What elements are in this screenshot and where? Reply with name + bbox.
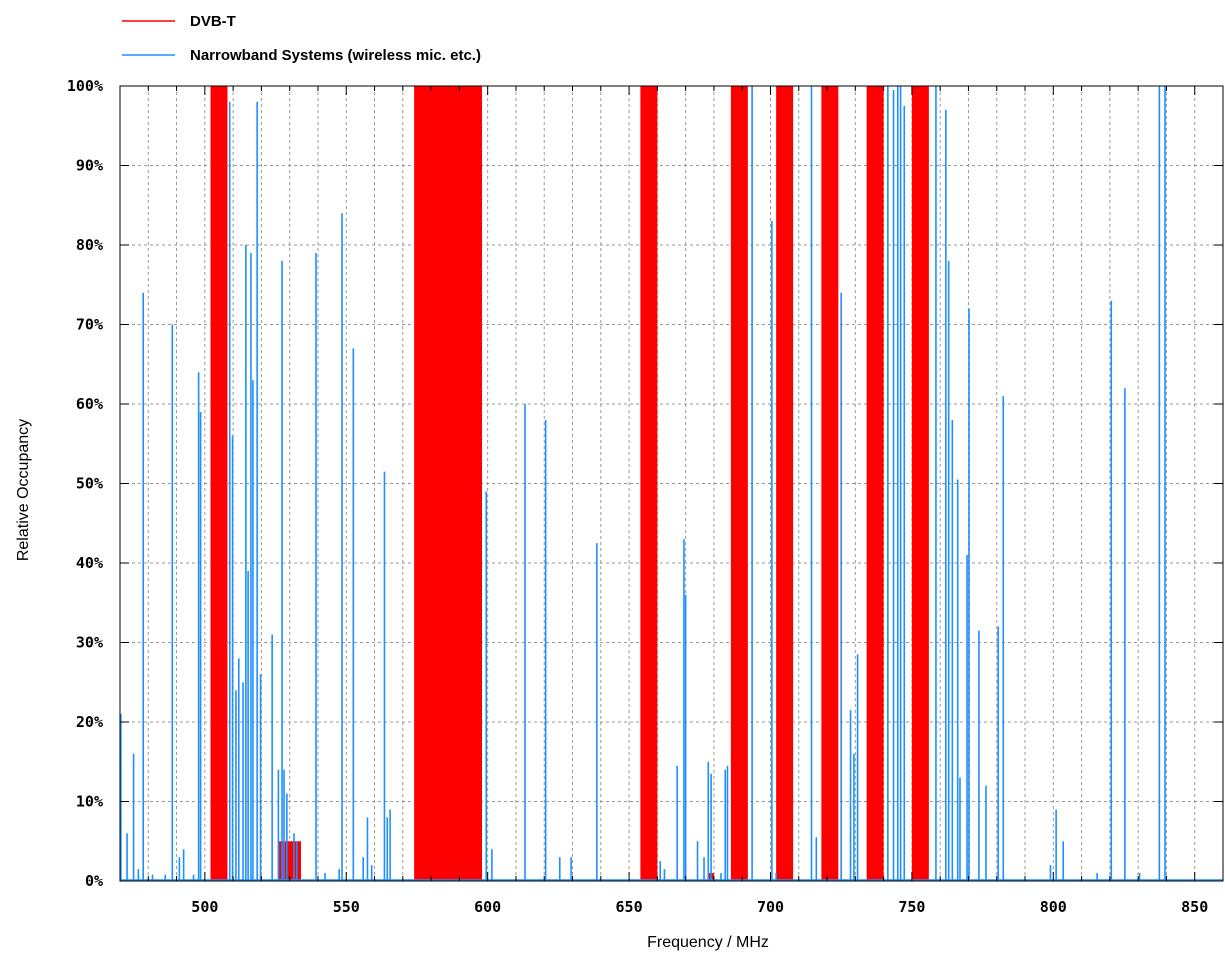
- x-tick-label: 800: [1040, 898, 1067, 916]
- dvb-t-series: [210, 86, 929, 881]
- x-tick-label: 750: [898, 898, 925, 916]
- axis-ticks: [120, 85, 1223, 882]
- dvb-t-band: [210, 86, 228, 881]
- y-tick-label: 40%: [76, 554, 103, 572]
- x-tick-label: 600: [474, 898, 501, 916]
- y-tick-labels: 0% 10% 20% 30% 40% 50% 60% 70% 80% 90% 100%: [67, 77, 103, 890]
- y-tick-label: 30%: [76, 634, 103, 652]
- x-tick-label: 500: [191, 898, 218, 916]
- grid-lines: [120, 86, 1223, 881]
- y-tick-label: 80%: [76, 236, 103, 254]
- y-axis-label: Relative Occupancy: [15, 419, 32, 561]
- dvb-t-band: [640, 86, 658, 881]
- legend: DVB-T Narrowband Systems (wireless mic. …: [122, 13, 481, 64]
- y-tick-label: 50%: [76, 475, 103, 493]
- y-tick-label: 20%: [76, 713, 103, 731]
- dvb-t-band: [911, 86, 929, 881]
- legend-label-narrowband: Narrowband Systems (wireless mic. etc.): [190, 47, 481, 64]
- narrowband-series: [120, 86, 1223, 881]
- x-tick-label: 650: [616, 898, 643, 916]
- x-tick-label: 550: [333, 898, 360, 916]
- dvb-t-band: [866, 86, 884, 881]
- x-tick-label: 850: [1181, 898, 1208, 916]
- x-axis-label: Frequency / MHz: [647, 934, 769, 951]
- dvb-t-band: [730, 86, 748, 881]
- x-tick-label: 700: [757, 898, 784, 916]
- y-tick-label: 100%: [67, 77, 103, 95]
- x-tick-labels: 500 550 600 650 700 750 800 850: [191, 898, 1208, 916]
- y-tick-label: 90%: [76, 157, 103, 175]
- dvb-t-band: [776, 86, 794, 881]
- y-tick-label: 10%: [76, 793, 103, 811]
- y-tick-label: 0%: [85, 872, 103, 890]
- dvb-t-band: [414, 86, 483, 881]
- y-tick-label: 70%: [76, 316, 103, 334]
- y-tick-label: 60%: [76, 395, 103, 413]
- dvb-t-band: [821, 86, 839, 881]
- legend-label-dvb-t: DVB-T: [190, 13, 236, 30]
